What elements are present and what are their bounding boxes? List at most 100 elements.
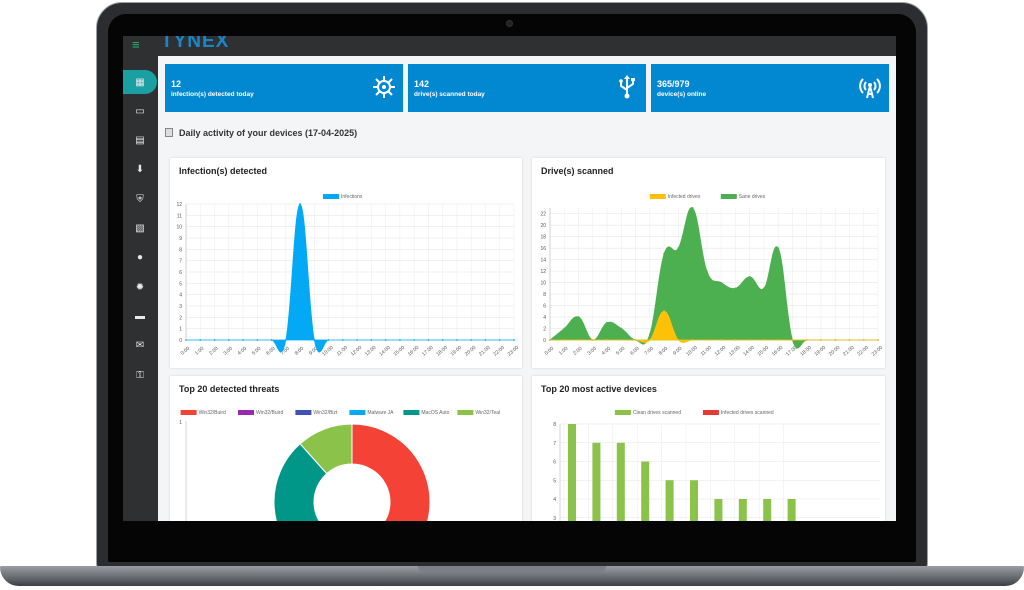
bar-0: [568, 424, 576, 521]
drives-label: drive(s) scanned today: [414, 91, 485, 98]
drives-card[interactable]: 142 drive(s) scanned today: [408, 64, 646, 112]
hamburger-icon[interactable]: ≡: [132, 37, 140, 52]
data-point: [705, 270, 708, 273]
antenna-icon: [859, 78, 881, 99]
dashboard-icon: ▦: [135, 76, 145, 88]
data-point: [456, 339, 458, 341]
legend-swatch: [457, 410, 474, 415]
bar-0: [763, 499, 772, 521]
x-tick-label: 4:00: [601, 346, 612, 357]
sidebar-item-servers[interactable]: ▬: [123, 304, 157, 328]
bar-0: [714, 499, 723, 521]
legend-label: Win32/Buird: [256, 410, 283, 416]
data-point: [256, 339, 259, 341]
x-tick-label: 1:00: [558, 346, 569, 357]
x-tick-label: 12:00: [714, 345, 728, 358]
sidebar-item-devices[interactable]: ▭: [123, 99, 157, 123]
data-point: [498, 339, 501, 341]
downloads-icon: ⬇: [135, 164, 145, 176]
pie-slice-0: [351, 423, 431, 521]
sidebar-item-keys[interactable]: ⚿: [123, 363, 157, 387]
x-tick-label: 7:00: [280, 346, 291, 357]
data-point: [227, 339, 230, 341]
legend-label: Malware JA: [367, 410, 394, 416]
legend-label: Win32/Bizt: [313, 410, 338, 416]
data-point: [677, 339, 680, 341]
legend-swatch: [349, 410, 366, 415]
legend-label: Win32/Buird: [199, 410, 226, 416]
sidebar-item-users[interactable]: ●: [123, 246, 157, 270]
y-tick-label: 8: [543, 292, 546, 298]
legend-swatch: [614, 410, 631, 415]
legend-label: Win32/Teal: [475, 410, 500, 416]
data-point: [834, 339, 837, 341]
x-tick-label: 1:00: [194, 346, 205, 357]
y-tick-label: 2: [543, 327, 546, 333]
legend-swatch: [720, 194, 737, 199]
x-tick-label: 20:00: [464, 345, 478, 358]
x-tick-label: 23:00: [871, 345, 885, 358]
devices-chart: Clean drives scanned Infected drives scan…: [553, 410, 880, 521]
data-point: [720, 281, 723, 284]
sidebar-item-security[interactable]: ⛨: [123, 187, 157, 211]
x-tick-label: 20:00: [828, 345, 842, 358]
legend-label: Clean drives scanned: [633, 410, 681, 416]
files-icon: ▧: [135, 223, 145, 234]
x-tick-label: 12:00: [350, 345, 364, 358]
pie-slice-4: [273, 443, 328, 521]
devices-label: device(s) online: [657, 91, 707, 98]
x-tick-label: 9:00: [308, 346, 319, 357]
data-point: [356, 339, 359, 341]
laptop-notch: [418, 566, 606, 573]
data-point: [577, 316, 580, 318]
x-tick-label: 18:00: [799, 345, 813, 358]
sidebar-item-files[interactable]: ▧: [123, 217, 157, 241]
y-tick-label: 5: [553, 478, 556, 484]
legend-swatch: [295, 410, 312, 415]
sidebar-item-downloads[interactable]: ⬇: [123, 158, 157, 182]
y-tick-label: 1: [179, 327, 182, 333]
data-point: [691, 339, 694, 341]
x-tick-label: 2:00: [572, 346, 583, 357]
data-point: [549, 339, 551, 341]
devices-card[interactable]: 365/979 device(s) online: [651, 64, 889, 112]
sidebar-item-mail[interactable]: ✉: [123, 334, 157, 358]
infections-card[interactable]: 12 infection(s) detected today: [165, 64, 403, 112]
series-area-0: [550, 310, 879, 343]
y-tick-label: 2: [179, 315, 182, 321]
bar-0: [787, 499, 796, 521]
drives-chart: 0 2 4 6 8 10 12 14 16 18 20 22 0:00 1:00 2:00 3:00 4:00 5…: [540, 194, 885, 358]
camera-icon: [506, 20, 513, 27]
data-point: [648, 339, 651, 341]
y-tick-label: 12: [176, 202, 182, 208]
pie-slice-5: [299, 423, 353, 475]
sidebar-item-reports[interactable]: ▤: [123, 129, 157, 153]
data-point: [877, 339, 879, 341]
sidebar-item-dashboard[interactable]: ▦: [123, 70, 157, 94]
x-tick-label: 4:00: [237, 346, 248, 357]
data-point: [634, 339, 637, 341]
x-tick-label: 16:00: [407, 345, 421, 358]
data-point: [327, 339, 330, 341]
data-point: [748, 275, 751, 278]
threats-chart: Win32/Buird Win32/Buird Win32/Bizt Malware …: [179, 410, 500, 521]
users-icon: ●: [136, 252, 144, 264]
sidebar-item-settings[interactable]: ✹: [123, 275, 157, 299]
legend-swatch: [702, 410, 719, 415]
y-tick-label: 11: [177, 213, 182, 219]
data-point: [441, 339, 444, 341]
top-bar: ≡ TYNEX: [123, 36, 896, 56]
y-tick-label: 4: [553, 497, 556, 503]
data-point: [663, 310, 665, 313]
section-title: Daily activity of your devices (17-04-20…: [165, 128, 357, 138]
data-point: [763, 287, 765, 290]
devices-panel: Top 20 most active devices Clean drives …: [532, 376, 885, 521]
y-tick-label: 3: [553, 516, 556, 521]
data-point: [563, 339, 566, 341]
data-point: [748, 339, 751, 341]
legend-label: Infected drives: [668, 194, 701, 200]
data-point: [734, 287, 737, 290]
y-tick-label: 0: [543, 338, 546, 344]
y-tick-label: 6: [543, 304, 546, 310]
x-tick-label: 0:00: [544, 346, 555, 357]
